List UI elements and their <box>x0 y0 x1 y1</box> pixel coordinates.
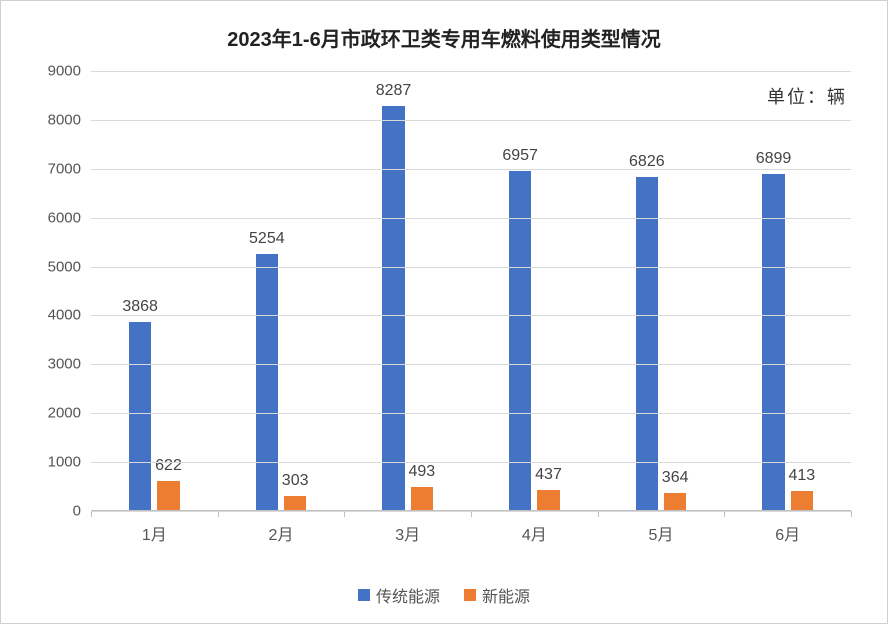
plot-area: 3868622525430382874936957437682636468994… <box>91 71 851 511</box>
gridline <box>91 315 851 316</box>
y-tick-label: 1000 <box>48 454 81 471</box>
x-tick-label: 2月 <box>269 521 294 545</box>
bar-value-label: 364 <box>662 469 689 487</box>
y-tick-label: 6000 <box>48 209 81 226</box>
bar-new-energy <box>157 481 179 511</box>
gridline <box>91 218 851 219</box>
bar-value-label: 8287 <box>376 82 412 100</box>
bar-traditional <box>382 106 404 511</box>
bar-value-label: 5254 <box>249 230 285 248</box>
chart-title: 2023年1-6月市政环卫类专用车燃料使用类型情况 <box>1 1 887 60</box>
legend-item-new-energy: 新能源 <box>464 583 530 607</box>
gridline <box>91 413 851 414</box>
legend: 传统能源 新能源 <box>1 583 887 607</box>
bar-traditional <box>509 171 531 511</box>
bar-value-label: 493 <box>408 463 435 481</box>
y-tick-label: 9000 <box>48 63 81 80</box>
bar-value-label: 413 <box>788 467 815 485</box>
bar-value-label: 303 <box>282 472 309 490</box>
legend-item-traditional: 传统能源 <box>358 583 440 607</box>
bar-value-label: 437 <box>535 466 562 484</box>
bar-value-label: 622 <box>155 457 182 475</box>
gridline <box>91 267 851 268</box>
x-tick-label: 6月 <box>775 521 800 545</box>
x-tick-label: 4月 <box>522 521 547 545</box>
bar-value-label: 3868 <box>122 298 158 316</box>
bar-new-energy <box>411 487 433 511</box>
gridline <box>91 120 851 121</box>
x-tick-label: 1月 <box>142 521 167 545</box>
bar-new-energy <box>664 493 686 511</box>
gridline <box>91 462 851 463</box>
legend-label-new-energy: 新能源 <box>482 583 530 607</box>
y-tick-label: 4000 <box>48 307 81 324</box>
x-tick-label: 3月 <box>395 521 420 545</box>
bars-layer: 3868622525430382874936957437682636468994… <box>91 71 851 511</box>
bar-value-label: 6899 <box>756 150 792 168</box>
x-tick <box>851 511 852 517</box>
y-tick-label: 5000 <box>48 258 81 275</box>
y-tick-label: 3000 <box>48 356 81 373</box>
y-tick-label: 0 <box>73 503 81 520</box>
gridline <box>91 511 851 512</box>
y-tick-label: 8000 <box>48 111 81 128</box>
x-tick-label: 5月 <box>649 521 674 545</box>
bar-traditional <box>256 254 278 511</box>
bar-traditional <box>762 174 784 511</box>
bar-value-label: 6957 <box>502 147 538 165</box>
gridline <box>91 364 851 365</box>
bar-new-energy <box>537 490 559 511</box>
bar-traditional <box>129 322 151 511</box>
legend-swatch-traditional <box>358 589 370 601</box>
legend-swatch-new-energy <box>464 589 476 601</box>
gridline <box>91 71 851 72</box>
gridline <box>91 169 851 170</box>
chart-container: 2023年1-6月市政环卫类专用车燃料使用类型情况 单位：辆 386862252… <box>0 0 888 624</box>
y-tick-label: 7000 <box>48 160 81 177</box>
bar-traditional <box>636 177 658 511</box>
legend-label-traditional: 传统能源 <box>376 583 440 607</box>
bar-new-energy <box>791 491 813 511</box>
y-tick-label: 2000 <box>48 405 81 422</box>
bar-new-energy <box>284 496 306 511</box>
